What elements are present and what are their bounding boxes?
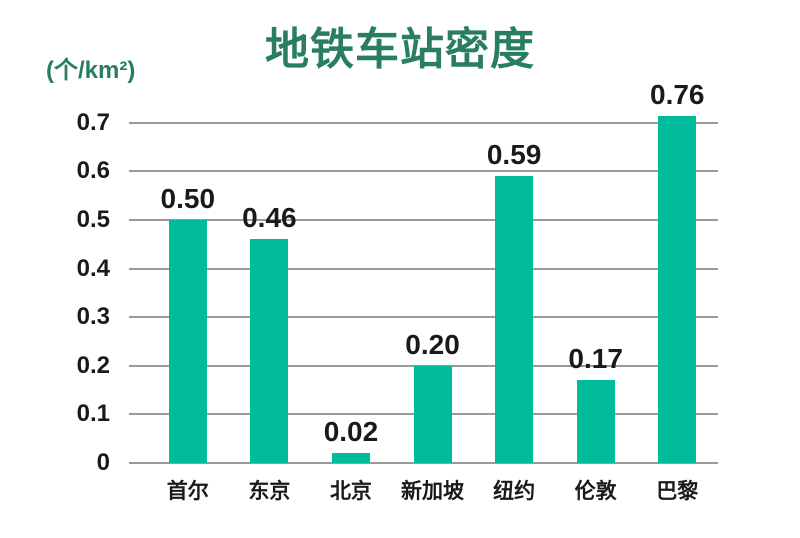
x-axis-category-label: 东京: [248, 480, 291, 503]
bar: [250, 239, 289, 463]
gridline: [129, 170, 718, 172]
gridline: [129, 268, 718, 270]
bar-value-label: 0.17: [568, 343, 623, 374]
bar-column: 0.20: [392, 116, 474, 463]
bar-value-label: 0.59: [486, 139, 542, 170]
bar-column: 0.59: [473, 116, 555, 463]
y-axis-unit-label: (个/km²): [46, 57, 136, 84]
y-axis-tick-label: 0.1: [76, 400, 110, 427]
y-axis-tick-label: 0.3: [76, 303, 110, 330]
bar-column: 0.76: [636, 81, 718, 463]
gridline: [129, 316, 718, 318]
y-axis-tick-label: 0.7: [76, 109, 110, 136]
y-axis-tick-label: 0: [96, 449, 110, 476]
plot-area: 0.50 0.46 0.02 0.20 0.59 0.17 0.76: [129, 81, 718, 464]
bar: [495, 176, 534, 463]
bar: [413, 366, 452, 463]
y-axis-tick-label: 0.2: [76, 352, 110, 379]
gridline: [129, 219, 718, 221]
bar-value-label: 0.50: [160, 183, 216, 214]
chart-title: 地铁车站密度: [265, 25, 535, 74]
x-axis-category-label: 北京: [329, 480, 372, 503]
x-axis-category-label: 新加坡: [401, 480, 465, 503]
x-axis-category-label: 伦敦: [574, 480, 617, 503]
y-axis-tick-label: 0.4: [76, 255, 110, 282]
y-axis-tick-label: 0.6: [76, 157, 110, 184]
bar: [576, 380, 615, 463]
bars-row: 0.50 0.46 0.02 0.20 0.59 0.17 0.76: [129, 81, 718, 463]
bar-value-label: 0.20: [405, 329, 460, 360]
bar: [331, 453, 370, 463]
x-axis-category-label: 巴黎: [656, 480, 699, 503]
bar-column: 0.17: [555, 116, 637, 463]
bar-column: 0.02: [310, 116, 392, 463]
x-axis: 首尔 东京 北京 新加坡 纽约 伦敦 巴黎: [129, 463, 718, 504]
x-axis-category-label: 首尔: [166, 480, 209, 503]
y-axis-tick-label: 0.5: [76, 206, 110, 233]
x-axis-category-label: 纽约: [493, 480, 536, 503]
bar: [168, 220, 207, 463]
gridline: [129, 462, 718, 464]
bar-column: 0.46: [229, 116, 311, 463]
bar-value-label: 0.76: [650, 79, 705, 110]
bar-value-label: 0.46: [242, 202, 297, 233]
gridline: [129, 122, 718, 124]
bar-column: 0.50: [147, 116, 229, 463]
bar: [658, 116, 697, 463]
bar-value-label: 0.02: [323, 416, 379, 447]
y-axis: 0 0.1 0.2 0.3 0.4 0.5 0.6 0.7: [0, 111, 110, 475]
